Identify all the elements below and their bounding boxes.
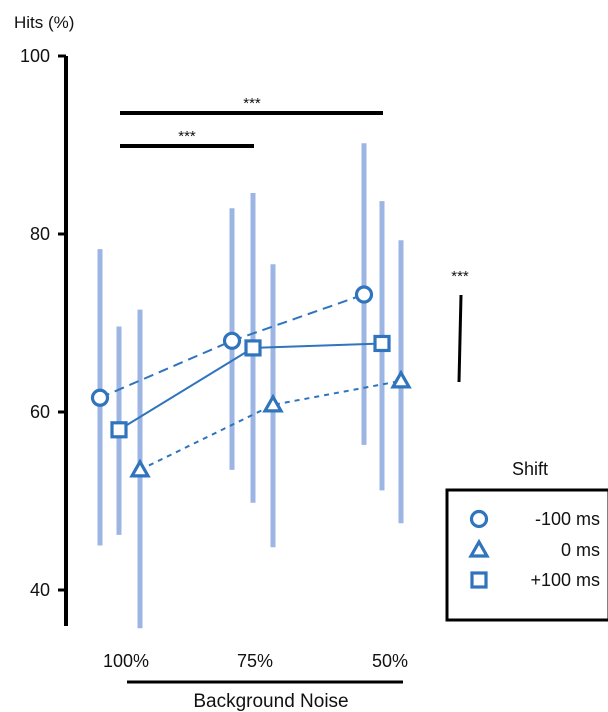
series-line [139, 379, 402, 471]
significance-label-shift: *** [451, 268, 469, 285]
legend: -100 ms 0 ms +100 ms [468, 509, 600, 590]
significance-label-100-50: *** [243, 95, 261, 112]
data-point [262, 393, 284, 413]
legend-label: -100 ms [535, 509, 600, 529]
x-tick-label: 75% [237, 651, 273, 671]
data-point [110, 421, 128, 439]
legend-box [445, 488, 608, 622]
legend-title: Shift [512, 459, 548, 479]
x-tick-label: 50% [372, 651, 408, 671]
data-point [244, 339, 262, 357]
x-tick-label: 100% [103, 651, 149, 671]
significance-label-100-75: *** [178, 128, 196, 145]
data-point [222, 331, 242, 350]
x-tick-labels: 100% 75% 50% [103, 651, 408, 671]
significance-bar-shift [457, 294, 463, 383]
data-point [129, 458, 151, 478]
y-tick-label-100: 100 [20, 46, 50, 66]
data-point [90, 388, 110, 407]
data-point [354, 285, 374, 304]
y-tick-label-80: 80 [30, 224, 50, 244]
x-axis-label: Background Noise [193, 691, 348, 712]
legend-marker-circle [469, 509, 489, 529]
legend-label: +100 ms [530, 570, 600, 590]
data-point [373, 334, 391, 353]
y-tick-label-60: 60 [30, 402, 50, 422]
y-axis-label: Hits (%) [14, 13, 74, 32]
legend-marker-triangle [468, 538, 490, 558]
legend-marker-square [470, 571, 488, 589]
y-ticks: 40 60 80 100 [20, 46, 66, 600]
legend-label: 0 ms [561, 540, 600, 560]
plot-area [90, 143, 412, 629]
data-point [390, 369, 412, 389]
y-tick-label-40: 40 [30, 580, 50, 600]
